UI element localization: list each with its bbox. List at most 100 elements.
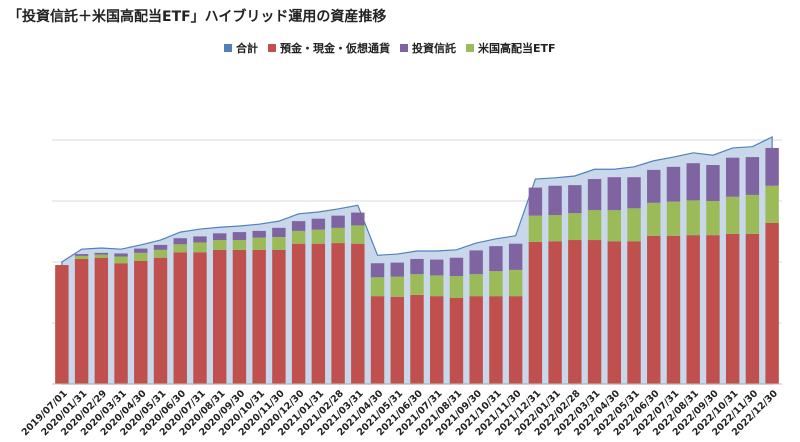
bar-segment [212,233,227,241]
legend-marker [466,44,474,52]
legend-marker [268,44,276,52]
bar-segment [370,277,385,297]
bar-segment [232,240,247,250]
bar-segment [94,254,109,258]
bar-segment [725,233,740,384]
bar-segment [74,258,89,384]
bar-segment [528,187,543,216]
bar-segment [390,296,404,384]
bar-segment [94,252,109,255]
bar-segment [508,243,523,270]
bar-segment [469,274,483,297]
bar-segment [489,246,503,272]
bar-segment [272,249,286,384]
bar-segment [430,275,444,297]
bar-segment [706,235,720,384]
bar-segment [587,240,602,384]
bar-segment [508,269,523,297]
bar-segment [390,276,404,297]
bar-segment [430,296,444,384]
chart-title: 「投資信託＋米国高配当ETF」ハイブリッド運用の資産推移 [8,8,386,25]
bar-segment [686,235,700,384]
bar-segment [134,260,148,384]
bar-segment [232,249,247,384]
bar-segment [725,157,740,197]
bar-segment [331,215,345,228]
bar-segment [410,294,424,384]
bar-segment [765,147,779,186]
bar-segment [114,253,128,257]
bar-segment [548,215,562,242]
bar-segment [370,263,385,278]
bar-segment [272,236,286,250]
bar-segment [351,212,365,226]
bar-segment [193,242,207,253]
bar-segment [232,232,247,241]
bar-segment [745,194,760,234]
bar-segment [765,222,779,384]
bar-segment [647,202,661,236]
legend-label: 合計 [236,41,258,55]
bar-segment [410,274,424,295]
bar-segment [686,163,700,201]
bar-segment [568,240,582,384]
bar-segment [410,258,424,275]
legend-marker [400,44,408,52]
bar-segment [331,243,345,384]
bar-segment [548,185,562,216]
bar-segment [351,243,365,384]
bar-segment [647,169,661,203]
bar-segment [291,221,306,231]
bar-segment [508,296,523,384]
bar-segment [489,296,503,384]
bar-segment [666,166,681,202]
bar-segment [351,225,365,244]
bar-segment [252,237,266,250]
bar-segment [725,196,740,234]
bar-segment [291,230,306,244]
bar-segment [528,241,543,384]
bar-segment [745,157,760,195]
bar-segment [74,254,89,256]
bar-segment [114,256,128,264]
bar-segment [745,233,760,384]
bar-segment [173,238,187,245]
bar-segment [449,257,464,277]
bar-segment [587,179,602,211]
bar-segment [469,250,483,275]
bar-segment [153,249,168,258]
bar-segment [627,208,641,242]
bar-segment [430,259,444,276]
bar-segment [706,201,720,236]
bar-segment [252,249,266,384]
bar-segment [568,185,582,214]
bar-segment [449,297,464,384]
bar-segment [311,229,326,244]
bar-segment [153,244,168,250]
bar-segment [469,296,483,384]
bar-segment [686,200,700,236]
bar-segment [528,215,543,242]
bar-segment [607,241,622,384]
bar-segment [647,235,661,384]
bar-segment [390,262,404,277]
bar-segment [173,244,187,253]
bar-segment [370,296,385,384]
bar-segment [212,249,227,384]
bar-segment [193,236,207,243]
bar-segment [94,257,109,384]
bar-segment [114,263,128,384]
bar-segment [568,213,582,241]
bar-segment [587,210,602,241]
bar-segment [272,227,286,237]
bar-segment [74,255,89,259]
bar-segment [331,227,345,244]
bar-segment [311,243,326,384]
legend-label: 預金・現金・仮想通貨 [280,41,390,55]
legend-marker [224,44,232,52]
bar-segment [311,218,326,230]
bar-segment [252,230,266,238]
legend-label: 米国高配当ETF [477,41,556,55]
bar-segment [55,265,69,384]
